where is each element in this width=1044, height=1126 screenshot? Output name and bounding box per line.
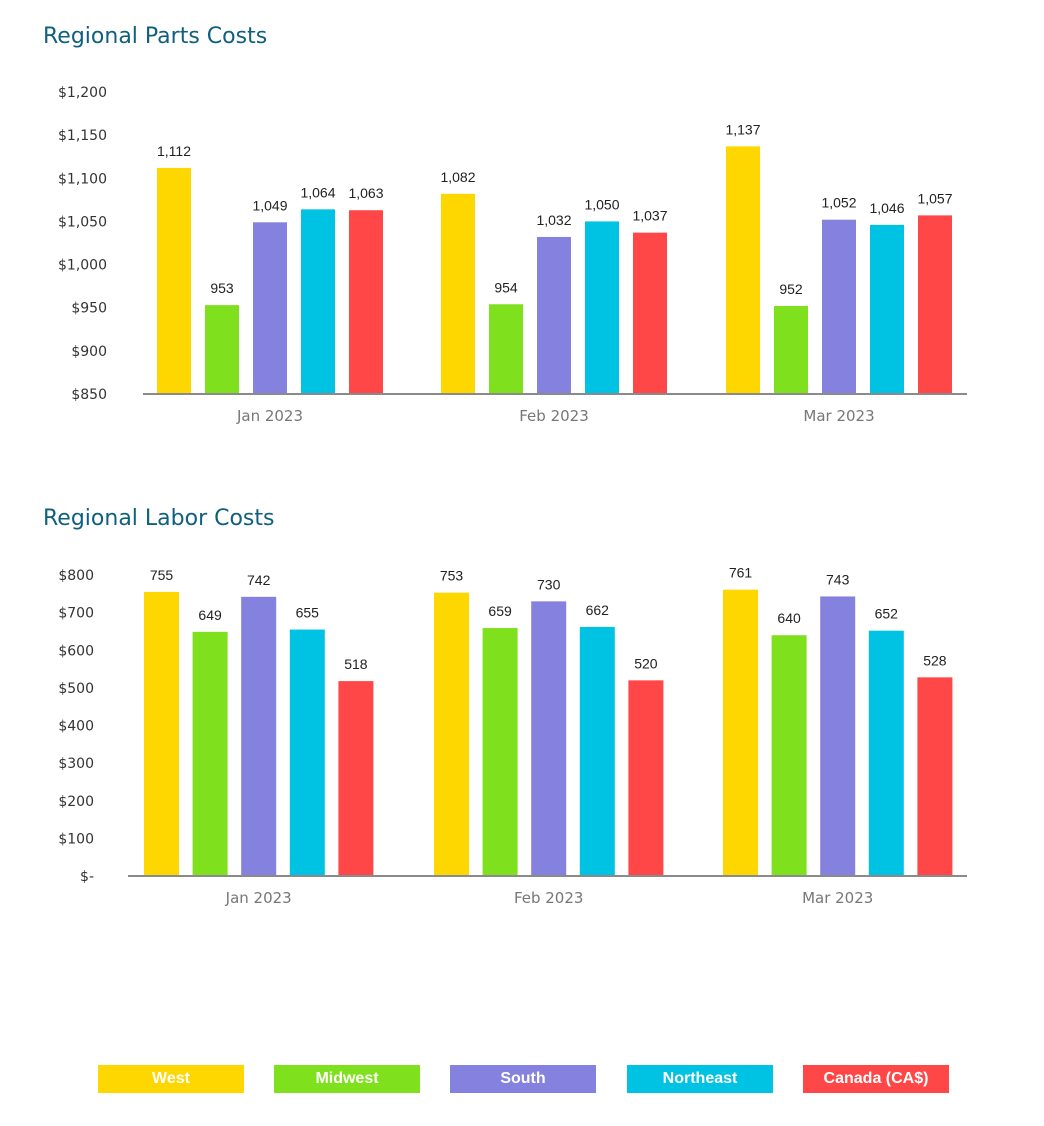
bar-midwest bbox=[771, 635, 807, 876]
data-label: 755 bbox=[150, 567, 174, 583]
legend-label: South bbox=[500, 1070, 546, 1087]
bar-south bbox=[241, 596, 277, 876]
bar-midwest bbox=[482, 628, 518, 876]
data-label: 1,064 bbox=[300, 184, 335, 200]
data-label: 1,112 bbox=[157, 143, 191, 159]
data-label: 1,057 bbox=[917, 190, 952, 206]
bar-midwest bbox=[205, 305, 239, 394]
data-label: 743 bbox=[826, 571, 850, 587]
bar-northeast bbox=[579, 626, 615, 876]
data-label: 520 bbox=[634, 655, 658, 671]
x-category-label: Mar 2023 bbox=[803, 407, 874, 425]
bar-south bbox=[253, 222, 287, 394]
bar-west bbox=[726, 146, 760, 394]
legend-item-midwest: Midwest bbox=[274, 1065, 420, 1093]
bar-northeast bbox=[870, 224, 904, 394]
y-tick-label: $200 bbox=[58, 794, 94, 810]
chart-legend: West Midwest South Northeast Canada (CA$… bbox=[0, 1065, 1044, 1095]
data-label: 528 bbox=[923, 652, 947, 668]
bar-midwest bbox=[774, 305, 808, 394]
bar-canada-ca bbox=[917, 677, 953, 876]
legend-label: West bbox=[152, 1070, 190, 1087]
legend-item-south: South bbox=[450, 1065, 596, 1093]
bar-west bbox=[157, 167, 191, 394]
y-tick-label: $400 bbox=[58, 719, 94, 735]
y-tick-label: $850 bbox=[71, 387, 107, 403]
legend-item-northeast: Northeast bbox=[627, 1065, 773, 1093]
data-label: 640 bbox=[777, 610, 801, 626]
data-label: 730 bbox=[537, 576, 561, 592]
y-tick-label: $800 bbox=[58, 568, 94, 584]
data-label: 1,063 bbox=[348, 185, 383, 201]
bar-south bbox=[537, 236, 571, 394]
x-category-label: Jan 2023 bbox=[236, 407, 303, 425]
bar-midwest bbox=[192, 631, 228, 876]
x-category-label: Jan 2023 bbox=[225, 889, 292, 907]
data-label: 953 bbox=[210, 280, 234, 296]
data-label: 1,049 bbox=[252, 197, 287, 213]
x-category-label: Mar 2023 bbox=[802, 889, 873, 907]
y-tick-label: $900 bbox=[71, 344, 107, 360]
bar-canada-ca bbox=[918, 215, 952, 394]
y-tick-label: $1,200 bbox=[58, 85, 107, 101]
y-tick-label: $950 bbox=[71, 301, 107, 317]
legend-label: Canada (CA$) bbox=[823, 1070, 929, 1087]
labor-cost-chart: $- $100 $200 $300 $400 $500 $600 $700 $800 755 649… bbox=[58, 565, 967, 907]
legend-item-west: West bbox=[98, 1065, 244, 1093]
bar-northeast bbox=[301, 209, 335, 394]
bar-canada-ca bbox=[633, 232, 667, 394]
bar-south bbox=[820, 596, 856, 876]
data-label: 1,052 bbox=[821, 195, 856, 211]
labor-chart-title: Regional Labor Costs bbox=[43, 506, 275, 531]
data-label: 753 bbox=[440, 568, 464, 584]
data-label: 655 bbox=[296, 605, 320, 621]
y-tick-label: $- bbox=[80, 869, 94, 885]
y-tick-label: $300 bbox=[58, 756, 94, 772]
y-tick-label: $100 bbox=[58, 831, 94, 847]
y-tick-label: $1,050 bbox=[58, 214, 107, 230]
bar-west bbox=[723, 589, 758, 876]
y-tick-label: $1,100 bbox=[58, 171, 107, 187]
data-label: 952 bbox=[779, 281, 803, 297]
data-label: 1,037 bbox=[632, 208, 667, 224]
y-tick-label: $1,000 bbox=[58, 258, 107, 274]
bar-canada-ca bbox=[628, 680, 664, 876]
data-label: 1,046 bbox=[869, 200, 904, 216]
bar-south bbox=[531, 601, 567, 876]
bar-west bbox=[144, 591, 179, 876]
data-label: 662 bbox=[586, 602, 610, 618]
y-tick-label: $700 bbox=[58, 606, 94, 622]
y-tick-label: $1,150 bbox=[58, 128, 107, 144]
legend-label: Midwest bbox=[315, 1070, 379, 1087]
bar-canada-ca bbox=[349, 210, 383, 394]
data-label: 649 bbox=[198, 607, 222, 623]
data-label: 954 bbox=[494, 279, 518, 295]
data-label: 659 bbox=[488, 603, 512, 619]
y-tick-label: $500 bbox=[58, 681, 94, 697]
bar-canada-ca bbox=[338, 681, 374, 876]
data-label: 1,032 bbox=[536, 212, 571, 228]
y-tick-label: $600 bbox=[58, 643, 94, 659]
data-label: 742 bbox=[247, 572, 271, 588]
data-label: 518 bbox=[344, 656, 368, 672]
data-label: 1,082 bbox=[440, 169, 475, 185]
x-category-label: Feb 2023 bbox=[519, 407, 589, 425]
data-label: 1,050 bbox=[584, 196, 619, 212]
data-label: 652 bbox=[875, 606, 899, 622]
data-label: 1,137 bbox=[725, 121, 760, 137]
bar-west bbox=[441, 193, 475, 394]
legend-label: Northeast bbox=[662, 1070, 738, 1087]
bar-midwest bbox=[489, 304, 523, 394]
legend-item-canada: Canada (CA$) bbox=[803, 1065, 949, 1093]
bar-south bbox=[822, 219, 856, 394]
bar-west bbox=[434, 592, 469, 876]
parts-cost-chart: $850 $900 $950 $1,000 $1,050 $1,100 $1,150 $1,2… bbox=[58, 85, 967, 425]
bar-northeast bbox=[585, 221, 619, 394]
data-label: 761 bbox=[729, 565, 753, 581]
bar-northeast bbox=[868, 630, 904, 876]
bar-northeast bbox=[289, 629, 325, 876]
parts-chart-title: Regional Parts Costs bbox=[43, 24, 268, 49]
x-category-label: Feb 2023 bbox=[514, 889, 584, 907]
